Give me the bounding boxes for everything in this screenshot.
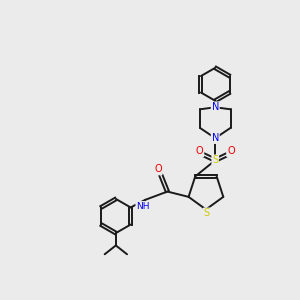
Text: NH: NH	[136, 202, 150, 211]
Text: O: O	[154, 164, 162, 175]
Text: S: S	[204, 208, 210, 218]
Text: O: O	[196, 146, 203, 156]
Text: N: N	[212, 133, 219, 143]
Text: S: S	[212, 155, 218, 165]
Text: N: N	[212, 102, 219, 112]
Text: O: O	[227, 146, 235, 156]
